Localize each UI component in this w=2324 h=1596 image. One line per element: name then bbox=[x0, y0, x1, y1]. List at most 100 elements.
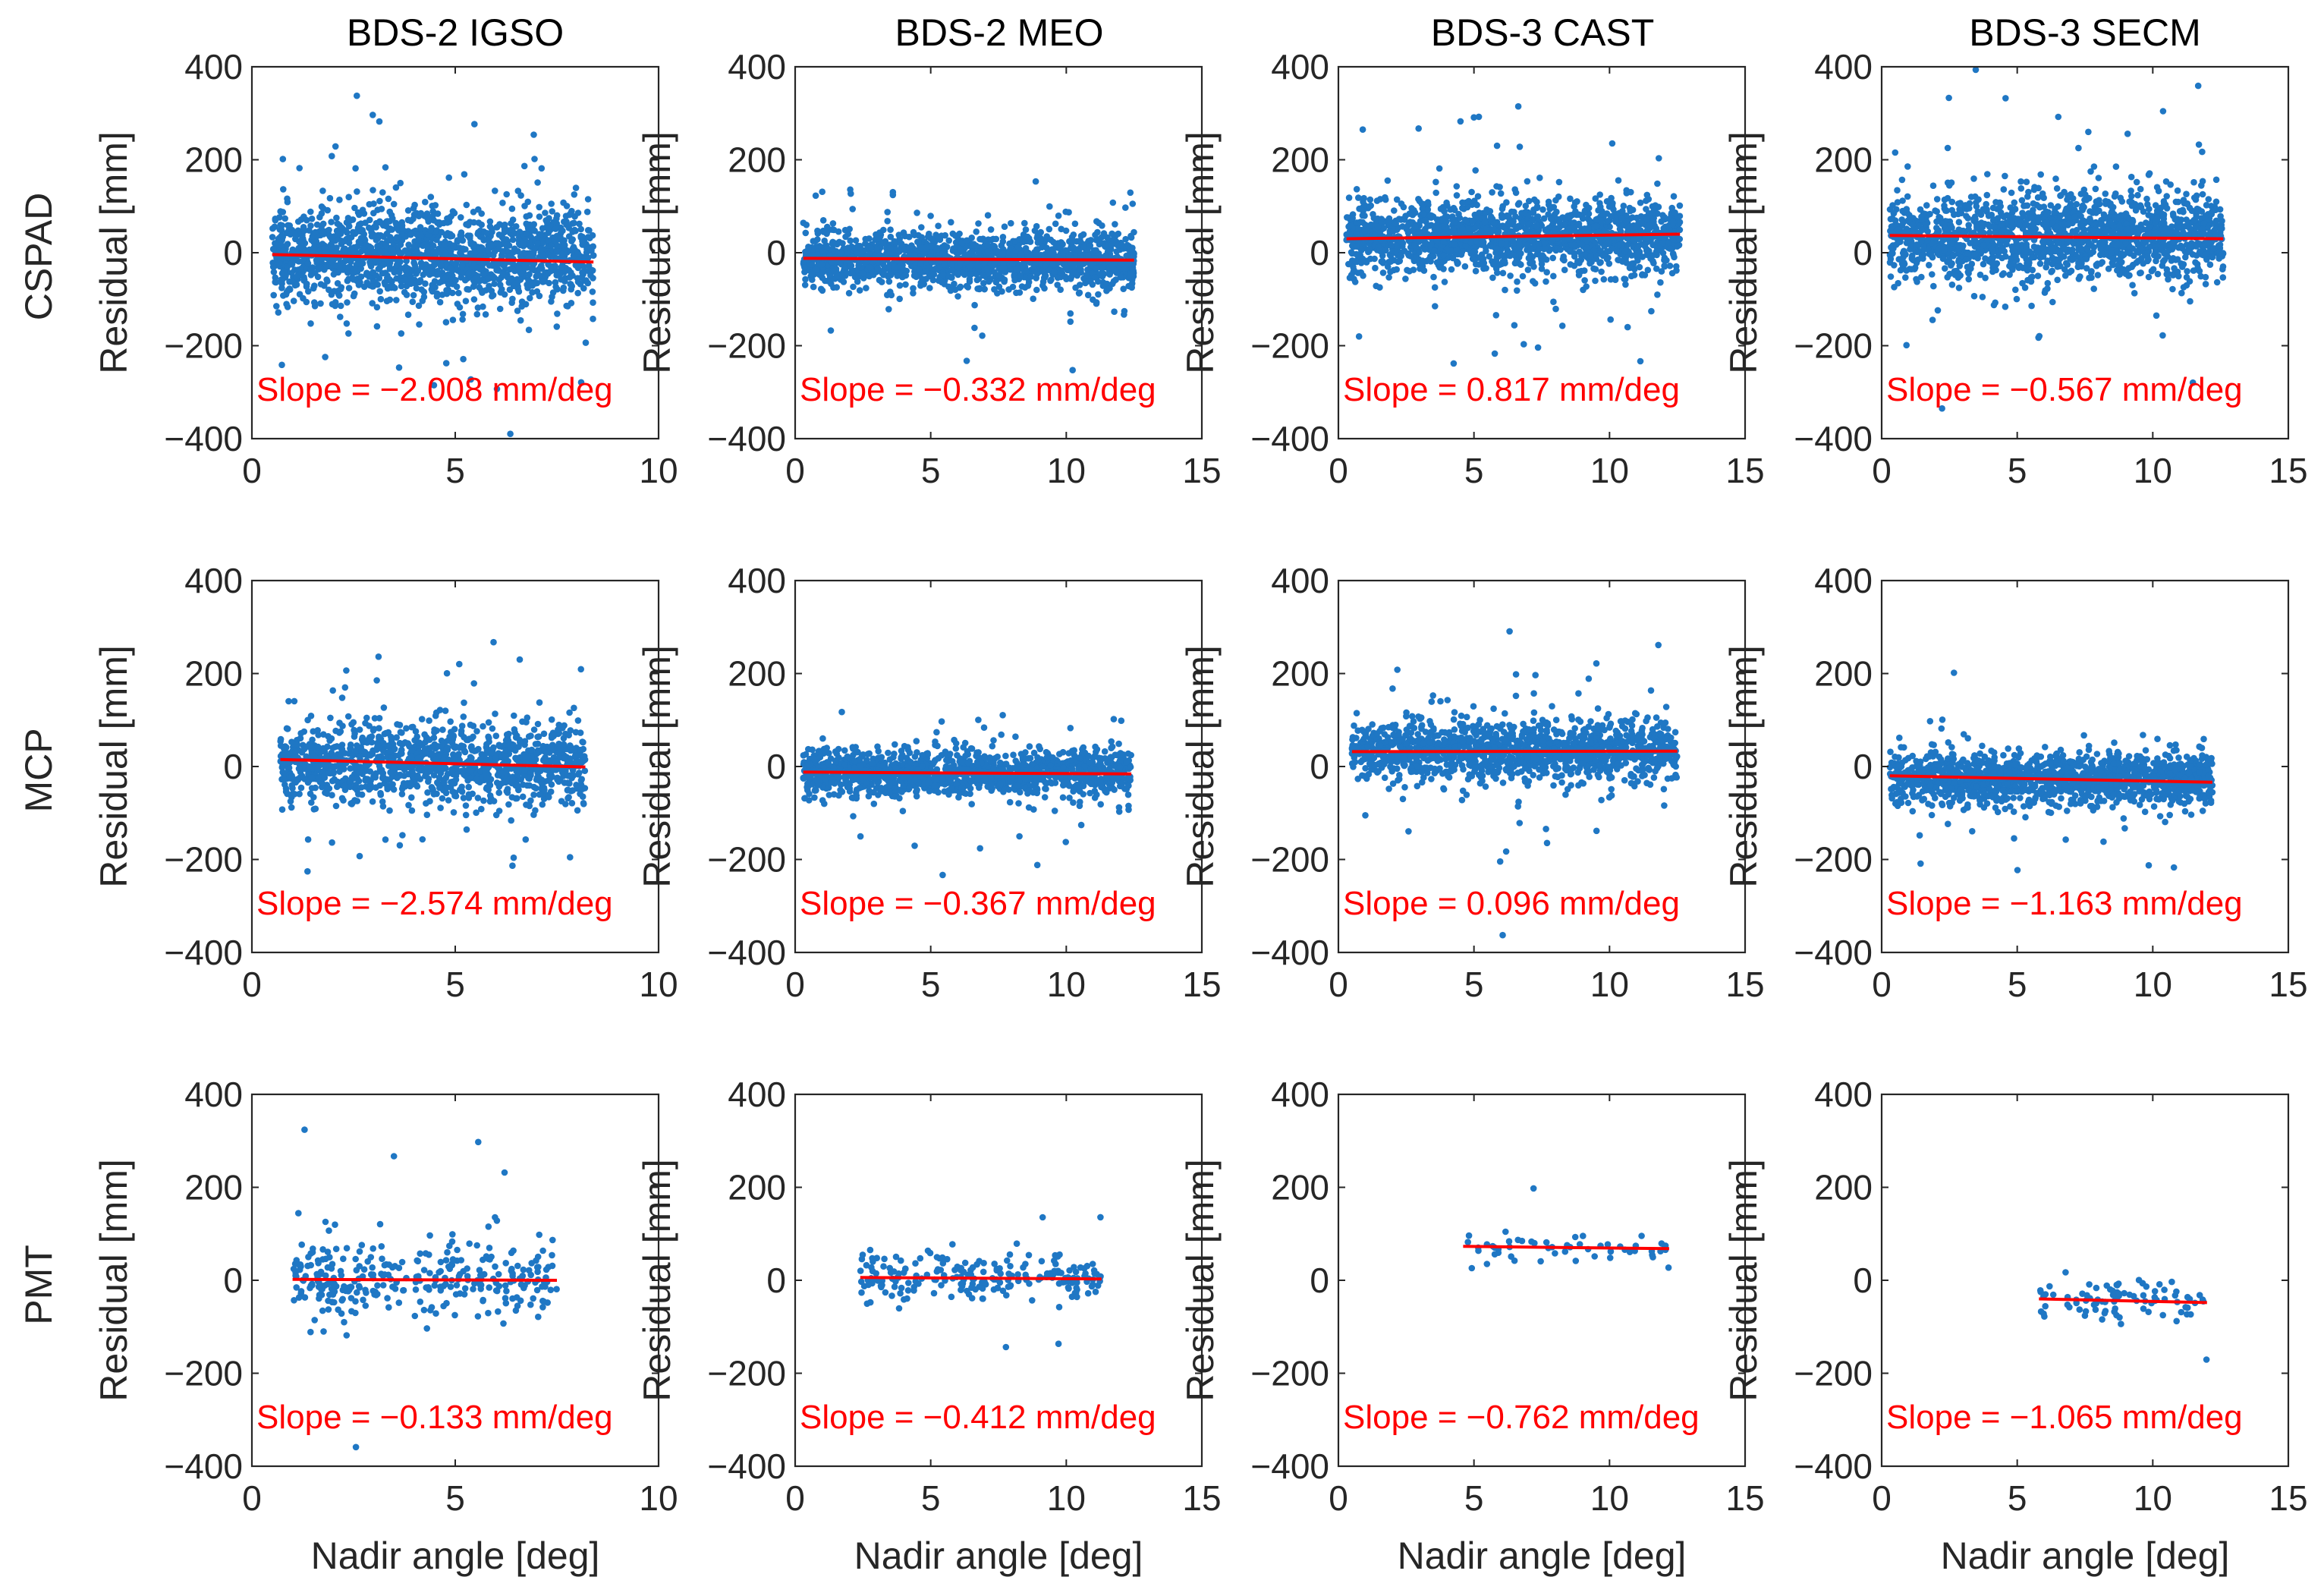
data-point bbox=[847, 262, 854, 269]
data-point bbox=[984, 249, 992, 256]
data-point bbox=[980, 279, 987, 287]
data-point bbox=[278, 232, 285, 239]
data-point bbox=[577, 379, 585, 386]
data-point bbox=[1538, 260, 1546, 268]
data-point bbox=[270, 269, 278, 275]
data-point bbox=[814, 236, 821, 243]
data-point bbox=[1631, 237, 1637, 244]
data-point bbox=[1358, 247, 1365, 254]
data-point bbox=[326, 194, 334, 202]
data-point bbox=[485, 275, 492, 282]
data-point bbox=[370, 112, 376, 118]
data-point bbox=[461, 171, 468, 178]
data-point bbox=[1670, 251, 1677, 258]
data-point bbox=[458, 214, 464, 221]
data-point bbox=[1366, 246, 1373, 253]
data-point bbox=[1600, 275, 1608, 283]
data-point bbox=[1433, 216, 1441, 223]
data-point bbox=[1612, 276, 1619, 284]
data-point bbox=[939, 271, 947, 279]
data-point bbox=[421, 212, 428, 219]
data-point bbox=[1547, 216, 1555, 222]
data-point bbox=[839, 273, 846, 281]
data-point bbox=[1348, 222, 1354, 229]
data-point bbox=[1597, 219, 1605, 225]
data-point bbox=[357, 235, 365, 242]
data-point bbox=[830, 226, 838, 234]
data-point bbox=[1346, 274, 1354, 282]
data-point bbox=[1605, 238, 1612, 246]
data-point bbox=[310, 285, 317, 292]
data-point bbox=[345, 194, 353, 200]
data-point bbox=[383, 242, 390, 250]
data-point bbox=[303, 280, 310, 288]
data-point bbox=[474, 304, 482, 311]
data-point bbox=[1451, 206, 1458, 214]
data-point bbox=[369, 283, 376, 290]
data-point bbox=[332, 262, 339, 269]
data-point bbox=[1644, 266, 1652, 274]
data-point bbox=[511, 245, 518, 253]
data-point bbox=[880, 240, 887, 247]
data-point bbox=[1122, 204, 1129, 211]
data-point bbox=[357, 228, 364, 235]
data-point bbox=[590, 315, 596, 323]
data-point bbox=[1450, 360, 1458, 367]
data-point bbox=[319, 187, 326, 194]
data-point bbox=[1127, 234, 1135, 241]
x-tick-label: 10 bbox=[639, 451, 678, 490]
data-point bbox=[1574, 258, 1581, 265]
data-point bbox=[802, 229, 810, 237]
data-point bbox=[430, 382, 438, 389]
data-point bbox=[936, 235, 942, 241]
data-point bbox=[1536, 175, 1543, 181]
data-point bbox=[1095, 291, 1102, 298]
data-point bbox=[578, 263, 585, 269]
data-point bbox=[508, 205, 516, 212]
data-point bbox=[507, 430, 514, 437]
data-point bbox=[1536, 245, 1543, 253]
scatter-points bbox=[1886, 67, 2227, 412]
data-point bbox=[520, 241, 527, 247]
data-point bbox=[1583, 244, 1590, 251]
data-point bbox=[1634, 251, 1641, 258]
data-point bbox=[526, 271, 533, 278]
scatter-points bbox=[269, 92, 597, 437]
data-point bbox=[1127, 189, 1134, 197]
data-point bbox=[450, 242, 457, 250]
data-point bbox=[558, 275, 564, 283]
data-point bbox=[1376, 284, 1383, 291]
data-point bbox=[319, 220, 327, 228]
data-point bbox=[491, 248, 498, 255]
data-point bbox=[1637, 199, 1644, 206]
data-point bbox=[442, 232, 449, 239]
data-point bbox=[973, 242, 980, 250]
slope-label: Slope = −2.008 mm/deg bbox=[256, 371, 613, 408]
data-point bbox=[1093, 300, 1100, 307]
data-point bbox=[1470, 114, 1477, 121]
data-point bbox=[560, 284, 568, 291]
data-point bbox=[1562, 228, 1569, 236]
data-point bbox=[334, 231, 341, 238]
data-point bbox=[1067, 318, 1074, 326]
data-point bbox=[1451, 219, 1458, 226]
y-tick-label: 400 bbox=[1271, 47, 1329, 87]
data-point bbox=[1572, 208, 1579, 216]
fit-line bbox=[803, 257, 1134, 262]
data-point bbox=[523, 230, 530, 237]
data-point bbox=[1483, 265, 1489, 272]
data-point bbox=[1608, 212, 1615, 220]
data-point bbox=[1627, 207, 1634, 215]
y-tick-label: 400 bbox=[184, 47, 243, 87]
data-point bbox=[1539, 206, 1546, 213]
data-point bbox=[1076, 282, 1083, 288]
slope-label: Slope = −0.332 mm/deg bbox=[800, 371, 1156, 408]
data-point bbox=[579, 269, 586, 276]
data-point bbox=[470, 296, 478, 303]
data-point bbox=[2044, 279, 2052, 287]
data-point bbox=[524, 222, 531, 229]
data-point bbox=[1624, 323, 1631, 331]
data-point bbox=[1639, 253, 1646, 260]
data-point bbox=[1535, 240, 1542, 247]
data-point bbox=[1567, 195, 1574, 203]
